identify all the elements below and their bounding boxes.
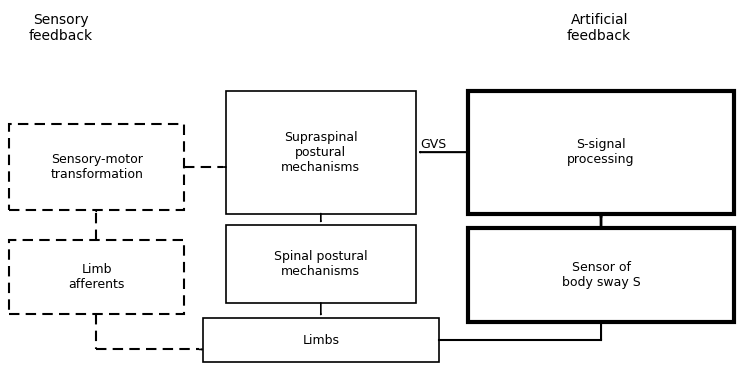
Bar [226,225,416,303]
Text: Artificial
feedback: Artificial feedback [567,12,632,43]
Text: Supraspinal
postural
mechanisms: Supraspinal postural mechanisms [281,130,360,174]
Text: Limbs: Limbs [302,334,339,346]
Bar [9,240,184,314]
Text: Spinal postural
mechanisms: Spinal postural mechanisms [274,250,368,278]
Bar [469,91,734,213]
Text: Sensor of
body sway S: Sensor of body sway S [562,261,640,289]
Bar [226,91,416,213]
Text: GVS: GVS [420,138,446,151]
Bar [203,318,439,363]
Bar [9,124,184,210]
Text: Sensory-motor
transformation: Sensory-motor transformation [50,153,143,181]
Text: Limb
afferents: Limb afferents [68,263,124,291]
Text: Sensory
feedback: Sensory feedback [29,12,93,43]
Bar [469,228,734,321]
Text: S-signal
processing: S-signal processing [567,138,634,166]
